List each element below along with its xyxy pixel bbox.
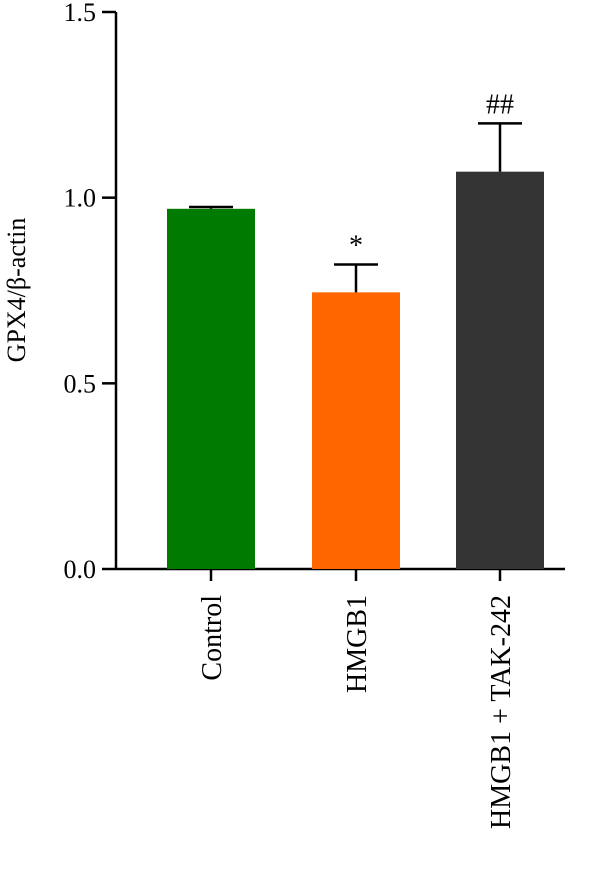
y-axis: 0.0 0.5 1.0 1.5 xyxy=(64,0,118,584)
error-bars xyxy=(189,122,522,293)
y-tick-label: 1.5 xyxy=(64,0,97,27)
y-tick-label: 0.0 xyxy=(64,555,97,584)
category-label: HMGB1 + TAK-242 xyxy=(486,595,517,829)
category-labels: Control HMGB1 HMGB1 + TAK-242 xyxy=(197,595,517,829)
y-axis-title: GPX4/β-actin xyxy=(2,218,31,363)
bar xyxy=(167,208,255,569)
y-tick-label: 1.0 xyxy=(64,184,97,213)
category-label: Control xyxy=(197,595,228,681)
significance-label: ## xyxy=(486,89,514,120)
y-tick-label: 0.5 xyxy=(64,369,97,398)
category-label: HMGB1 xyxy=(342,595,373,693)
bar xyxy=(456,171,544,569)
significance-labels: * ## xyxy=(349,89,514,261)
bars xyxy=(167,171,544,569)
bar xyxy=(312,292,400,569)
x-axis xyxy=(116,567,565,581)
significance-label: * xyxy=(349,231,363,262)
